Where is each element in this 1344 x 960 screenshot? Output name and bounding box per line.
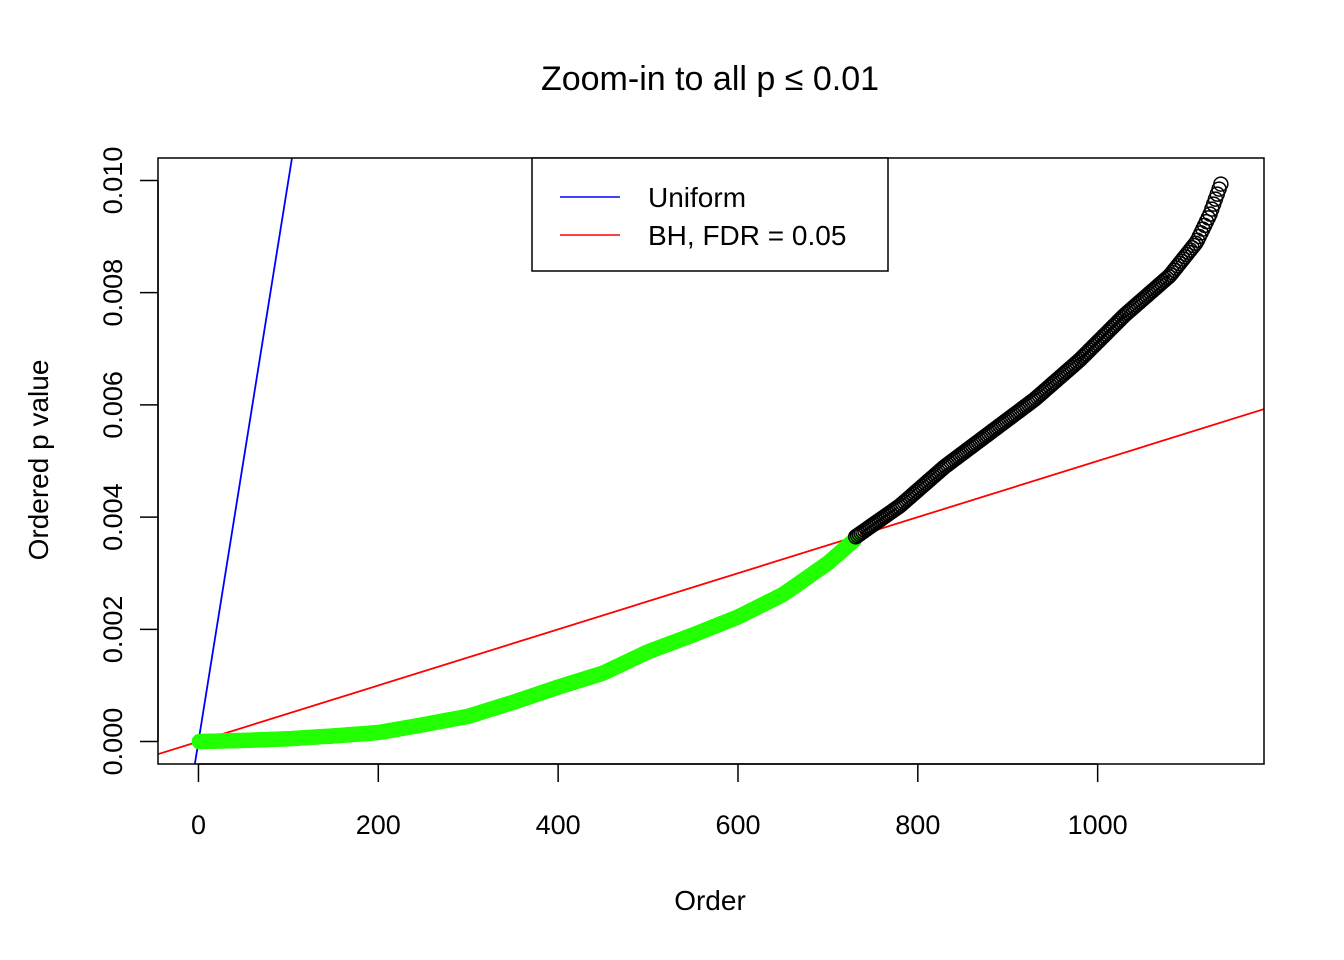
x-axis: 0 200 400 600 800 1000: [191, 763, 1128, 840]
x-axis-label: Order: [674, 885, 746, 916]
y-tick-label: 0.008: [98, 259, 128, 327]
x-tick-label: 1000: [1068, 810, 1128, 840]
legend-label-uniform: Uniform: [648, 182, 746, 213]
series-not-significant: [848, 176, 1229, 545]
legend-box: [531, 157, 889, 272]
x-tick-label: 0: [191, 810, 206, 840]
data-points: [191, 176, 1229, 750]
chart-title: Zoom-in to all p ≤ 0.01: [541, 60, 879, 98]
series-significant: [191, 532, 862, 750]
data-point: [1186, 237, 1202, 254]
x-tick-label: 200: [356, 810, 401, 840]
y-tick-label: 0.002: [98, 596, 128, 664]
x-tick-label: 600: [715, 810, 760, 840]
bh-fdr-line: [158, 408, 1264, 756]
y-tick-label: 0.000: [98, 708, 128, 776]
y-axis-label: Ordered p value: [23, 360, 54, 561]
x-tick-label: 400: [536, 810, 581, 840]
legend-label-bh: BH, FDR = 0.05: [648, 220, 846, 251]
reference-lines: [158, 158, 1264, 764]
y-axis: 0.000 0.002 0.004 0.006 0.008 0.010: [98, 147, 159, 776]
y-tick-label: 0.004: [98, 483, 128, 551]
x-tick-label: 800: [895, 810, 940, 840]
y-tick-label: 0.010: [98, 147, 128, 215]
y-tick-label: 0.006: [98, 371, 128, 439]
uniform-line: [193, 158, 293, 764]
legend: Uniform BH, FDR = 0.05: [531, 157, 889, 272]
data-point: [1213, 176, 1229, 192]
